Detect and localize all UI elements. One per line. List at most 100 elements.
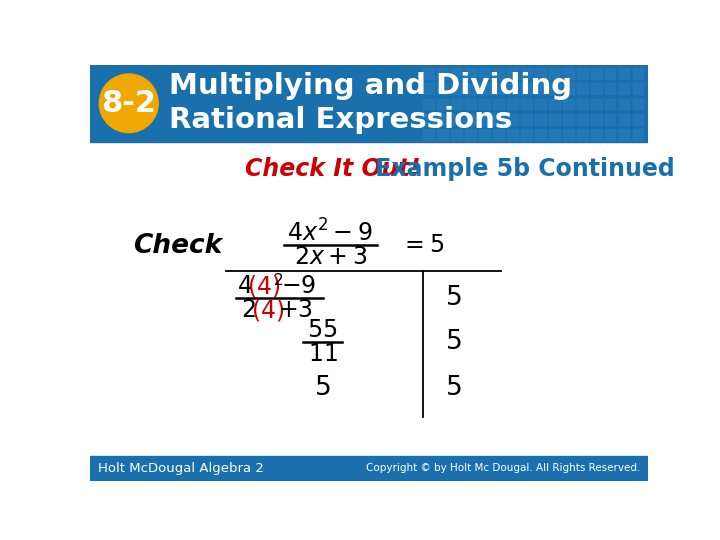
- Bar: [618, 68, 629, 79]
- Bar: [90, 65, 648, 142]
- Text: Check: Check: [132, 233, 222, 259]
- Bar: [507, 68, 518, 79]
- Bar: [437, 99, 448, 110]
- Bar: [549, 68, 559, 79]
- Bar: [577, 130, 588, 140]
- Bar: [465, 68, 476, 79]
- Bar: [577, 114, 588, 125]
- Bar: [632, 114, 644, 125]
- Bar: [423, 68, 434, 79]
- Bar: [590, 83, 601, 94]
- Bar: [423, 130, 434, 140]
- Bar: [423, 114, 434, 125]
- Bar: [479, 114, 490, 125]
- Bar: [507, 130, 518, 140]
- Bar: [451, 114, 462, 125]
- Bar: [563, 130, 574, 140]
- Bar: [451, 130, 462, 140]
- Bar: [423, 83, 434, 94]
- Bar: [521, 130, 532, 140]
- Bar: [590, 130, 601, 140]
- Bar: [535, 99, 546, 110]
- Bar: [590, 114, 601, 125]
- Bar: [535, 83, 546, 94]
- Bar: [479, 68, 490, 79]
- Bar: [563, 99, 574, 110]
- Text: $- 9$: $- 9$: [281, 274, 316, 298]
- Text: $2$: $2$: [273, 272, 283, 288]
- Text: Holt McDougal Algebra 2: Holt McDougal Algebra 2: [98, 462, 264, 475]
- Bar: [507, 83, 518, 94]
- Text: $55$: $55$: [307, 318, 338, 342]
- Text: $4$: $4$: [238, 274, 253, 298]
- Text: $11$: $11$: [307, 342, 338, 366]
- Text: $5$: $5$: [445, 329, 462, 355]
- Bar: [479, 99, 490, 110]
- Text: $2x + 3$: $2x + 3$: [294, 245, 366, 269]
- Text: $(4)$: $(4)$: [251, 296, 284, 323]
- Bar: [521, 83, 532, 94]
- Bar: [493, 99, 504, 110]
- Bar: [618, 83, 629, 94]
- Bar: [535, 114, 546, 125]
- Bar: [507, 114, 518, 125]
- Bar: [493, 83, 504, 94]
- Bar: [563, 114, 574, 125]
- Bar: [535, 68, 546, 79]
- Text: Multiplying and Dividing: Multiplying and Dividing: [169, 72, 572, 100]
- Bar: [577, 68, 588, 79]
- Bar: [451, 68, 462, 79]
- Bar: [618, 130, 629, 140]
- Bar: [563, 68, 574, 79]
- Bar: [549, 83, 559, 94]
- Bar: [549, 130, 559, 140]
- Text: Copyright © by Holt Mc Dougal. All Rights Reserved.: Copyright © by Holt Mc Dougal. All Right…: [366, 463, 640, 473]
- Text: $(4)$: $(4)$: [246, 273, 280, 299]
- Bar: [521, 114, 532, 125]
- Bar: [437, 68, 448, 79]
- Bar: [451, 83, 462, 94]
- Bar: [632, 130, 644, 140]
- Bar: [563, 83, 574, 94]
- Bar: [618, 99, 629, 110]
- Bar: [437, 114, 448, 125]
- Bar: [465, 130, 476, 140]
- Bar: [90, 456, 648, 481]
- Bar: [632, 83, 644, 94]
- Text: $5$: $5$: [445, 285, 462, 311]
- Bar: [577, 83, 588, 94]
- Bar: [465, 99, 476, 110]
- Text: Rational Expressions: Rational Expressions: [169, 106, 513, 134]
- Text: $+ 3$: $+ 3$: [279, 298, 313, 322]
- Bar: [437, 83, 448, 94]
- Text: $5$: $5$: [314, 375, 330, 401]
- Bar: [590, 68, 601, 79]
- Bar: [605, 99, 616, 110]
- Bar: [605, 130, 616, 140]
- Bar: [521, 68, 532, 79]
- Text: Example 5b Continued: Example 5b Continued: [367, 157, 675, 181]
- Bar: [465, 83, 476, 94]
- Bar: [605, 83, 616, 94]
- Text: $2$: $2$: [241, 298, 256, 322]
- Bar: [507, 99, 518, 110]
- Text: $4x^2 - 9$: $4x^2 - 9$: [287, 219, 373, 246]
- Bar: [632, 99, 644, 110]
- Bar: [549, 114, 559, 125]
- Bar: [632, 68, 644, 79]
- Text: $= 5$: $= 5$: [400, 233, 444, 257]
- Bar: [605, 68, 616, 79]
- Text: 8-2: 8-2: [102, 89, 156, 118]
- Bar: [423, 99, 434, 110]
- Bar: [521, 99, 532, 110]
- Bar: [535, 130, 546, 140]
- Bar: [590, 99, 601, 110]
- Bar: [618, 114, 629, 125]
- Bar: [493, 68, 504, 79]
- Bar: [451, 99, 462, 110]
- Text: Check It Out!: Check It Out!: [245, 157, 420, 181]
- Text: $5$: $5$: [445, 375, 462, 401]
- Bar: [437, 130, 448, 140]
- Bar: [493, 114, 504, 125]
- Bar: [549, 99, 559, 110]
